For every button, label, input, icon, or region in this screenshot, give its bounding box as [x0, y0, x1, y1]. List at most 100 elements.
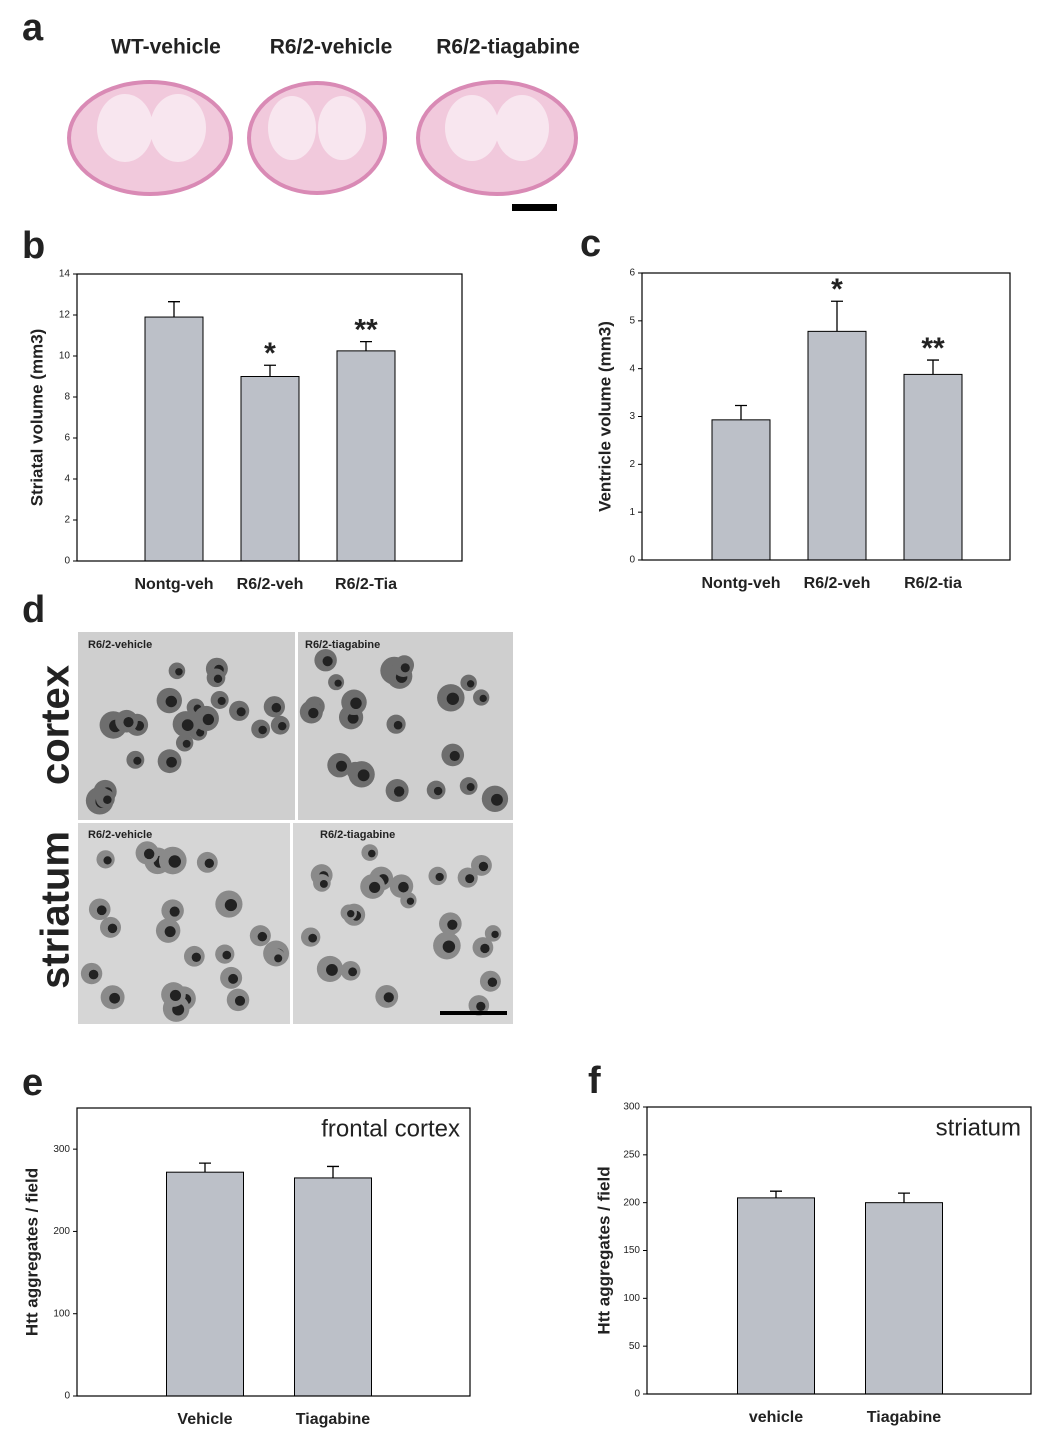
- region-label: striatum: [34, 831, 78, 989]
- error-bar: [264, 364, 276, 377]
- cell-nucleus: [334, 679, 342, 687]
- cell-nucleus: [442, 940, 456, 953]
- cell-nucleus: [487, 977, 498, 987]
- y-tick-label: 3: [629, 411, 635, 422]
- y-tick-label: 50: [629, 1341, 641, 1352]
- cell-nucleus: [164, 926, 176, 938]
- y-tick-label: 0: [629, 555, 635, 566]
- error-bar: [327, 1165, 339, 1178]
- cell-nucleus: [491, 793, 503, 806]
- cell-nucleus: [123, 717, 134, 728]
- cell-nucleus: [326, 964, 338, 976]
- y-tick-label: 6: [64, 433, 70, 444]
- brain-image: [97, 94, 153, 162]
- cell-nucleus: [143, 848, 155, 860]
- bar: [807, 330, 867, 561]
- micrograph-label: R6/2-vehicle: [88, 829, 152, 841]
- cell-nucleus: [234, 995, 246, 1006]
- cell-nucleus: [202, 713, 215, 726]
- brain-label: R6/2-vehicle: [270, 36, 393, 59]
- y-axis-label: Striatal volume (mm3): [27, 329, 46, 507]
- x-tick-label: Vehicle: [177, 1411, 232, 1428]
- micrographs: [78, 632, 513, 1024]
- error-bar: [770, 1190, 782, 1198]
- cell-nucleus: [479, 694, 487, 703]
- cell-nucleus: [175, 668, 183, 676]
- cell-nucleus: [258, 725, 267, 735]
- panel-label: c: [580, 223, 601, 265]
- error-bar: [735, 404, 747, 420]
- cell-nucleus: [369, 881, 381, 894]
- cell-nucleus: [103, 856, 112, 865]
- x-tick-label: R6/2-veh: [804, 575, 871, 592]
- brain-image: [150, 94, 206, 162]
- panel-label: f: [588, 1060, 601, 1102]
- micrograph-label: R6/2-tiagabine: [305, 639, 380, 651]
- inset-label: striatum: [936, 1114, 1021, 1141]
- scale-bar: [512, 204, 557, 211]
- cell-nucleus: [478, 861, 489, 872]
- cell-nucleus: [400, 663, 410, 673]
- cell-nucleus: [336, 760, 347, 772]
- cell-nucleus: [449, 750, 460, 762]
- cell-nucleus: [308, 933, 318, 943]
- bar: [711, 419, 771, 561]
- cell-nucleus: [204, 858, 215, 869]
- brain-sections: [67, 80, 578, 211]
- annotation: *: [831, 273, 843, 306]
- cell-nucleus: [166, 756, 177, 768]
- x-tick-label: R6/2-veh: [237, 576, 304, 593]
- cell-nucleus: [277, 721, 287, 731]
- cell-nucleus: [357, 769, 370, 782]
- error-bar: [831, 300, 843, 332]
- y-axis-label: Ventricle volume (mm3): [595, 321, 614, 512]
- cell-nucleus: [169, 989, 182, 1002]
- y-tick-label: 14: [59, 269, 71, 280]
- cell-nucleus: [406, 897, 415, 905]
- cell-nucleus: [228, 973, 239, 984]
- cell-nucleus: [133, 756, 142, 765]
- cell-nucleus: [393, 786, 405, 797]
- annotation: **: [354, 314, 378, 347]
- plot-frame: [641, 272, 1011, 561]
- cell-nucleus: [433, 786, 443, 796]
- cell-nucleus: [107, 923, 118, 934]
- y-axis-label: Htt aggregates / field: [594, 1166, 613, 1334]
- cell-nucleus: [322, 656, 333, 667]
- cell-nucleus: [271, 702, 282, 713]
- cell-nucleus: [465, 874, 475, 884]
- brain-image: [268, 96, 316, 160]
- micrograph-label: R6/2-vehicle: [88, 639, 152, 651]
- bar: [865, 1202, 943, 1395]
- y-tick-label: 250: [623, 1149, 640, 1160]
- cell-nucleus: [466, 783, 475, 792]
- cell-nucleus: [347, 712, 359, 724]
- cell-nucleus: [368, 849, 376, 858]
- cell-nucleus: [257, 931, 268, 942]
- y-tick-label: 100: [53, 1308, 70, 1319]
- plot-frame: [646, 1106, 1032, 1395]
- cell-nucleus: [348, 967, 358, 977]
- cell-nucleus: [222, 950, 232, 960]
- bar: [166, 1171, 244, 1397]
- error-bar: [927, 359, 939, 375]
- panel-label: e: [22, 1062, 43, 1104]
- inset-label: frontal cortex: [321, 1115, 460, 1142]
- cell-nucleus: [224, 898, 238, 912]
- bar: [144, 316, 204, 562]
- x-tick-label: Tiagabine: [867, 1409, 941, 1426]
- y-tick-label: 1: [629, 507, 635, 518]
- y-tick-label: 4: [629, 363, 635, 374]
- cell-nucleus: [96, 905, 107, 916]
- annotation: *: [264, 337, 276, 370]
- y-tick-label: 8: [64, 392, 70, 403]
- micrograph: [293, 823, 513, 1024]
- panel-label: a: [22, 7, 44, 49]
- cell-nucleus: [109, 992, 120, 1004]
- brain-image: [445, 95, 499, 161]
- error-bar: [199, 1162, 211, 1173]
- x-tick-label: Tiagabine: [296, 1411, 370, 1428]
- cell-nucleus: [398, 881, 409, 893]
- cell-nucleus: [165, 695, 177, 708]
- error-bar: [168, 301, 180, 318]
